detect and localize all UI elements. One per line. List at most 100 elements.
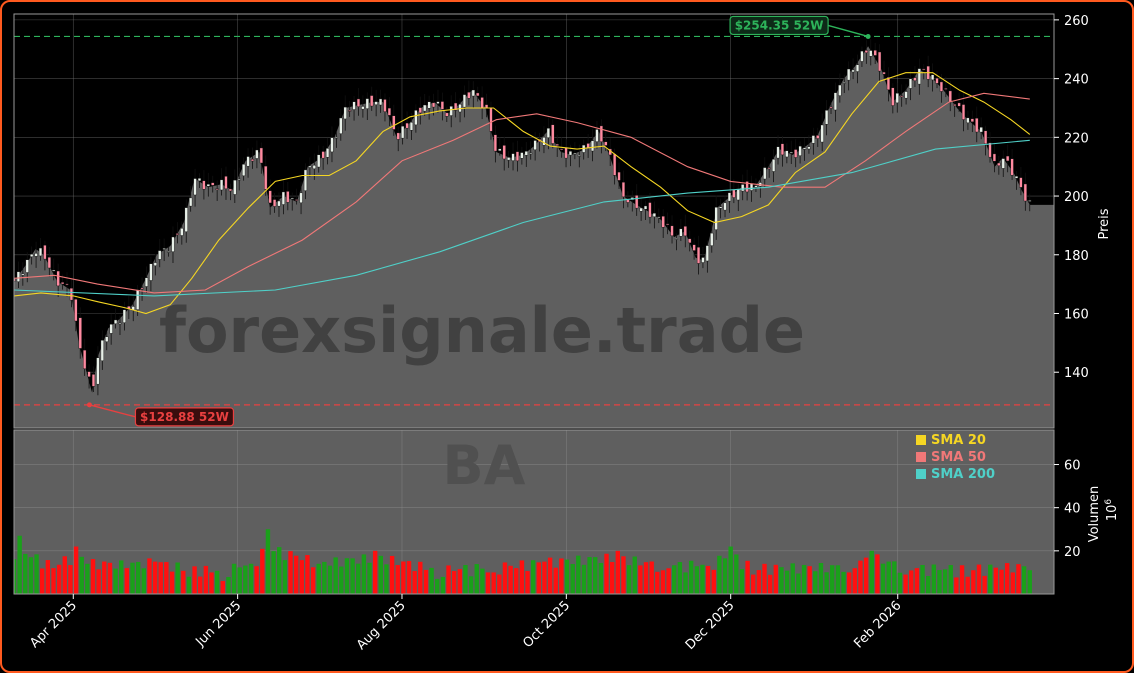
volume-bar [68, 565, 73, 594]
candle-body [590, 140, 595, 152]
watermark: forexsignale.trade [159, 294, 805, 367]
volume-axis-unit: 106 [1104, 499, 1120, 522]
candle-body [489, 107, 493, 132]
volume-bar [406, 561, 412, 594]
x-tick-label: Dec 2025 [683, 598, 738, 653]
volume-tick-label: 40 [1064, 502, 1081, 517]
candle-body [842, 82, 846, 84]
candle-body [105, 336, 109, 342]
sma-lines [14, 72, 1031, 315]
volume-bar [96, 569, 101, 594]
candle-body [595, 129, 599, 142]
volume-bar [209, 572, 214, 594]
volume-bar [429, 567, 434, 594]
volume-bar [305, 555, 310, 594]
candle-body [405, 122, 409, 129]
candle-body [193, 178, 197, 196]
volume-bar [976, 564, 982, 594]
volume-bar [705, 565, 711, 594]
volume-bar [846, 572, 852, 594]
volume-bar [23, 553, 28, 594]
candle-body [233, 179, 237, 195]
candle-body [100, 340, 104, 361]
candle-body [802, 147, 807, 150]
candle-body [564, 147, 568, 159]
volume-bar [181, 570, 186, 594]
volume-tick-label: 60 [1064, 459, 1081, 474]
candle-body [136, 289, 140, 310]
volume-bar [801, 564, 807, 594]
candle-body [749, 183, 754, 191]
volume-bar [423, 569, 429, 594]
volume-bar [113, 568, 118, 594]
candle-body [74, 299, 78, 322]
candle-body [87, 371, 91, 378]
candle-body [30, 254, 34, 257]
volume-bar [638, 565, 643, 594]
volume-bar [824, 572, 829, 594]
price-tick-label: 180 [1064, 249, 1089, 264]
price-area [14, 46, 1054, 428]
price-tick-label: 240 [1064, 73, 1089, 88]
candle-body [343, 106, 347, 120]
volume-bar [186, 576, 192, 594]
candle-body [798, 145, 802, 156]
volume-bar [497, 574, 502, 594]
volume-tick-label: 20 [1064, 545, 1081, 560]
x-tick-label: Oct 2025 [520, 598, 573, 651]
legend-label-sma20: SMA 20 [931, 433, 986, 448]
candle-body [281, 191, 285, 205]
price-axis-title: Preis [1097, 208, 1112, 239]
volume-bar [621, 556, 626, 594]
volume-bar [299, 560, 304, 594]
volume-bar [852, 568, 858, 594]
candle-body [166, 251, 171, 253]
volume-bar [51, 568, 56, 594]
candle-body [833, 92, 838, 111]
volume-bar [593, 557, 598, 594]
candle-body [348, 110, 352, 112]
candle-body [970, 118, 974, 122]
candle-body [908, 78, 913, 89]
candle-body [904, 91, 908, 99]
candle-body [246, 156, 250, 167]
candle-body [189, 197, 193, 207]
volume-bar [649, 561, 654, 594]
candle-body [922, 68, 926, 71]
volume-bar [954, 577, 959, 594]
candle-body [34, 253, 38, 257]
candle-body [882, 71, 886, 75]
volume-bar [401, 561, 406, 594]
candle-body [431, 102, 436, 108]
volume-bar [937, 570, 942, 594]
candle-body [1023, 183, 1027, 202]
volume-bar [880, 563, 886, 594]
volume-bar [830, 565, 835, 594]
candle-body [449, 106, 453, 116]
candle-body [944, 88, 948, 90]
volume-bar [542, 561, 547, 594]
volume-bar [931, 564, 937, 594]
candle-body [215, 188, 219, 190]
x-axis-ticks: Apr 2025 Jun 2025 Aug 2025 Oct 2025 Dec 2025… [27, 594, 905, 653]
candle-body [312, 165, 316, 170]
candle-body [211, 182, 215, 186]
candle-body [736, 188, 740, 201]
volume-bar [237, 567, 242, 594]
volume-bar [530, 560, 536, 594]
candle-body [820, 124, 824, 143]
52w-markers: $254.35 52W $128.88 52W [14, 15, 1054, 427]
candle-body [953, 104, 957, 106]
candle-body [851, 69, 855, 73]
candle-body [502, 145, 506, 160]
volume-bar [451, 571, 457, 594]
candle-body [370, 95, 374, 107]
candle-body [365, 98, 369, 109]
volume-bar [316, 563, 321, 594]
volume-bar [34, 554, 39, 594]
volume-bar [988, 564, 993, 594]
volume-bar [271, 551, 276, 594]
candle-body [43, 245, 47, 260]
candle-body [171, 236, 175, 252]
candle-body [635, 195, 639, 209]
